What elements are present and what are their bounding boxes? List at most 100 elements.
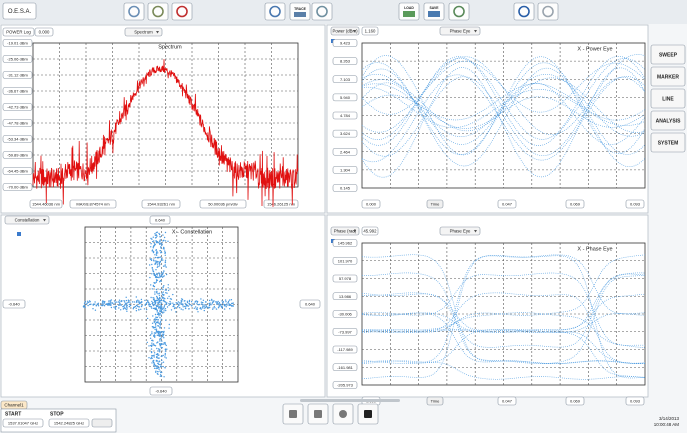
control-icon [314, 410, 322, 418]
app-title[interactable]: O.E.S.A. [8, 9, 32, 15]
app-title-box[interactable] [2, 2, 37, 20]
toolbar [0, 0, 687, 24]
toolbar-button[interactable] [264, 2, 286, 21]
constellation-point [152, 315, 154, 317]
menu-button[interactable]: SWEEP [659, 52, 678, 58]
constellation-point [169, 300, 171, 303]
dropdown[interactable]: Spectrum [134, 30, 153, 35]
toolbar-button[interactable] [537, 2, 559, 21]
dropdown[interactable]: Phase Eye [450, 29, 471, 34]
plot-title: X - Phase Eye [577, 246, 612, 252]
x-tick-label-box [361, 199, 381, 209]
y-tick-label: 101.970 [338, 258, 353, 263]
constellation-point [148, 302, 150, 304]
constellation-point [151, 267, 153, 269]
constellation-point [230, 304, 232, 306]
toolbar-button[interactable] [171, 2, 193, 21]
constellation-point [155, 367, 157, 370]
menu-button-box[interactable] [650, 44, 686, 65]
dropdown-box[interactable] [439, 226, 481, 236]
menu-button-box[interactable] [650, 132, 686, 153]
menu-button-box[interactable] [650, 110, 686, 131]
constellation-point [161, 244, 163, 247]
toolbar-button[interactable] [147, 2, 169, 21]
constellation-point [110, 304, 112, 307]
dropdown-box[interactable] [330, 26, 360, 36]
constellation-point [196, 300, 199, 303]
constellation-point [154, 273, 156, 276]
constellation-point [165, 303, 168, 305]
toolbar-button[interactable] [448, 2, 470, 21]
constellation-point [149, 258, 152, 260]
menu-button[interactable]: ANALYSIS [656, 118, 681, 124]
constellation-point [161, 331, 164, 333]
toolbar-button[interactable] [123, 2, 145, 21]
x-tick-label-box [497, 199, 517, 209]
constellation-point [125, 304, 128, 306]
menu-button[interactable]: SYSTEM [658, 140, 679, 146]
constellation-point [166, 306, 169, 308]
constellation-point [152, 236, 154, 238]
constellation-point [177, 306, 179, 308]
constellation-point [196, 308, 198, 311]
constellation-point [153, 240, 155, 242]
constellation-point [151, 263, 153, 266]
menu-button-box[interactable] [650, 88, 686, 109]
dropdown[interactable]: Constellation [15, 218, 40, 223]
dropdown-box[interactable] [124, 27, 163, 37]
dropdown[interactable]: Phase (rad) [334, 229, 357, 234]
constellation-point [152, 251, 155, 254]
menu-button-box[interactable] [650, 66, 686, 87]
constellation-point [101, 304, 104, 307]
constellation-point [166, 292, 168, 294]
dropdown-box[interactable] [330, 226, 360, 236]
dropdown-box[interactable] [439, 26, 481, 36]
channel-tab[interactable]: Channel1 [4, 403, 24, 408]
constellation-point [161, 371, 163, 373]
y-tick-label-box [2, 119, 33, 127]
x-tick-label: 0.047 [502, 202, 513, 207]
y-tick-label: 57.978 [339, 276, 352, 281]
y-tick-label: -53.34 dBm [7, 137, 28, 142]
toolbar-button[interactable] [289, 2, 311, 21]
constellation-point [156, 367, 159, 369]
toolbar-button[interactable] [513, 2, 535, 21]
constellation-point [159, 327, 161, 329]
menu-button[interactable]: MARKER [657, 74, 679, 80]
constellation-point [151, 333, 153, 335]
constellation-point [155, 288, 158, 291]
constellation-point [140, 308, 142, 310]
dropdown[interactable]: Phase Eye [450, 229, 471, 234]
constellation-point [159, 334, 162, 336]
constellation-point [156, 274, 159, 276]
dropdown-arrow [353, 230, 356, 233]
y-tick-label: -205.973 [337, 383, 354, 388]
constellation-point [113, 306, 115, 308]
constellation-point [225, 306, 227, 308]
dropdown[interactable]: Power (dBm) [332, 29, 358, 34]
menu-button[interactable]: LINE [662, 96, 674, 102]
toolbar-icon [176, 5, 188, 18]
constellation-point [125, 296, 127, 298]
phase-eye-trace [362, 292, 646, 364]
constellation-point [190, 301, 193, 303]
constellation-point [92, 308, 94, 310]
constellation-point [150, 357, 153, 359]
toolbar-button[interactable] [311, 2, 333, 21]
constellation-point [94, 309, 97, 311]
constellation-point [123, 300, 125, 302]
constellation-point [159, 236, 161, 238]
constellation-point [150, 243, 152, 245]
constellation-point [196, 307, 199, 309]
value-field: 0.000 [39, 30, 50, 35]
constellation-point [164, 265, 166, 267]
y-tick-label: 13.986 [339, 294, 352, 299]
dropdown-box[interactable] [4, 215, 50, 225]
constellation-point [157, 298, 159, 300]
constellation-point [159, 263, 161, 266]
stepper-button[interactable] [91, 418, 113, 428]
constellation-point [153, 367, 156, 369]
constellation-point [165, 319, 167, 321]
constellation-point [162, 275, 164, 278]
constellation-point [160, 346, 162, 349]
